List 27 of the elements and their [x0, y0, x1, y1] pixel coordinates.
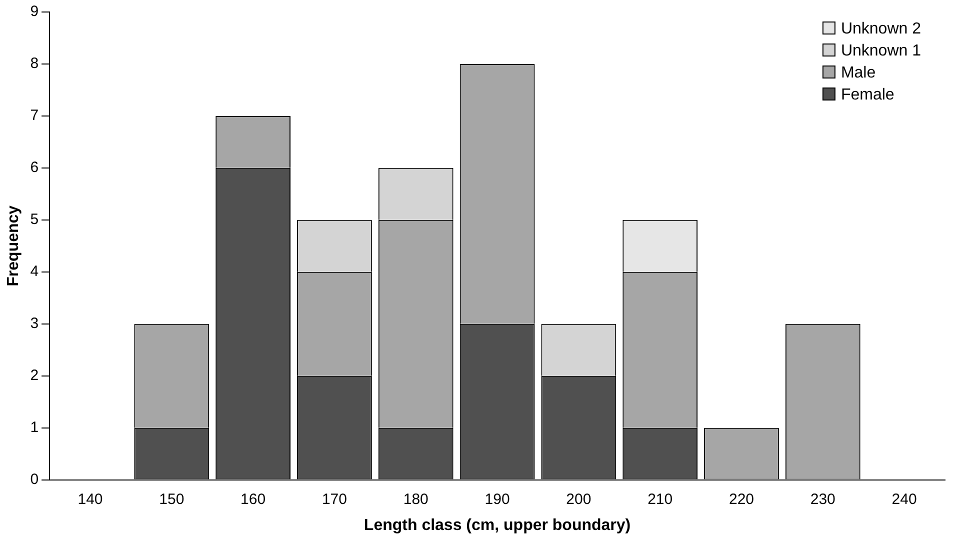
y-tick-label: 0 — [30, 470, 39, 488]
x-tick-label: 170 — [322, 490, 347, 508]
x-tick-label: 160 — [240, 490, 266, 508]
x-tick-label: 200 — [566, 490, 592, 508]
x-tick-label: 210 — [648, 490, 673, 508]
x-tick-label: 190 — [484, 490, 510, 508]
y-tick-label: 1 — [30, 418, 39, 436]
y-tick-label: 8 — [30, 55, 39, 72]
y-tick-label: 6 — [30, 159, 39, 176]
legend-label: Unknown 2 — [840, 20, 922, 38]
y-tick-label: 7 — [30, 107, 39, 124]
x-tick-label: 230 — [810, 490, 836, 508]
legend-label: Unknown 1 — [840, 42, 922, 60]
y-axis-title: Frequency — [5, 205, 22, 286]
y-tick-label: 5 — [30, 211, 39, 228]
y-tick-label: 2 — [30, 366, 39, 384]
x-tick-label: 150 — [159, 490, 184, 508]
legend-label: Male — [840, 64, 876, 82]
y-tick-label: 3 — [30, 315, 39, 332]
y-tick-label: 4 — [30, 263, 39, 280]
y-tick-label: 9 — [30, 3, 39, 20]
x-tick-label: 140 — [78, 490, 103, 508]
x-axis-title: Length class (cm, upper boundary) — [364, 516, 631, 534]
x-tick-label: 180 — [403, 490, 428, 508]
x-tick-label: 220 — [728, 490, 754, 508]
legend-label: Female — [840, 86, 894, 104]
x-tick-label: 240 — [892, 490, 917, 508]
